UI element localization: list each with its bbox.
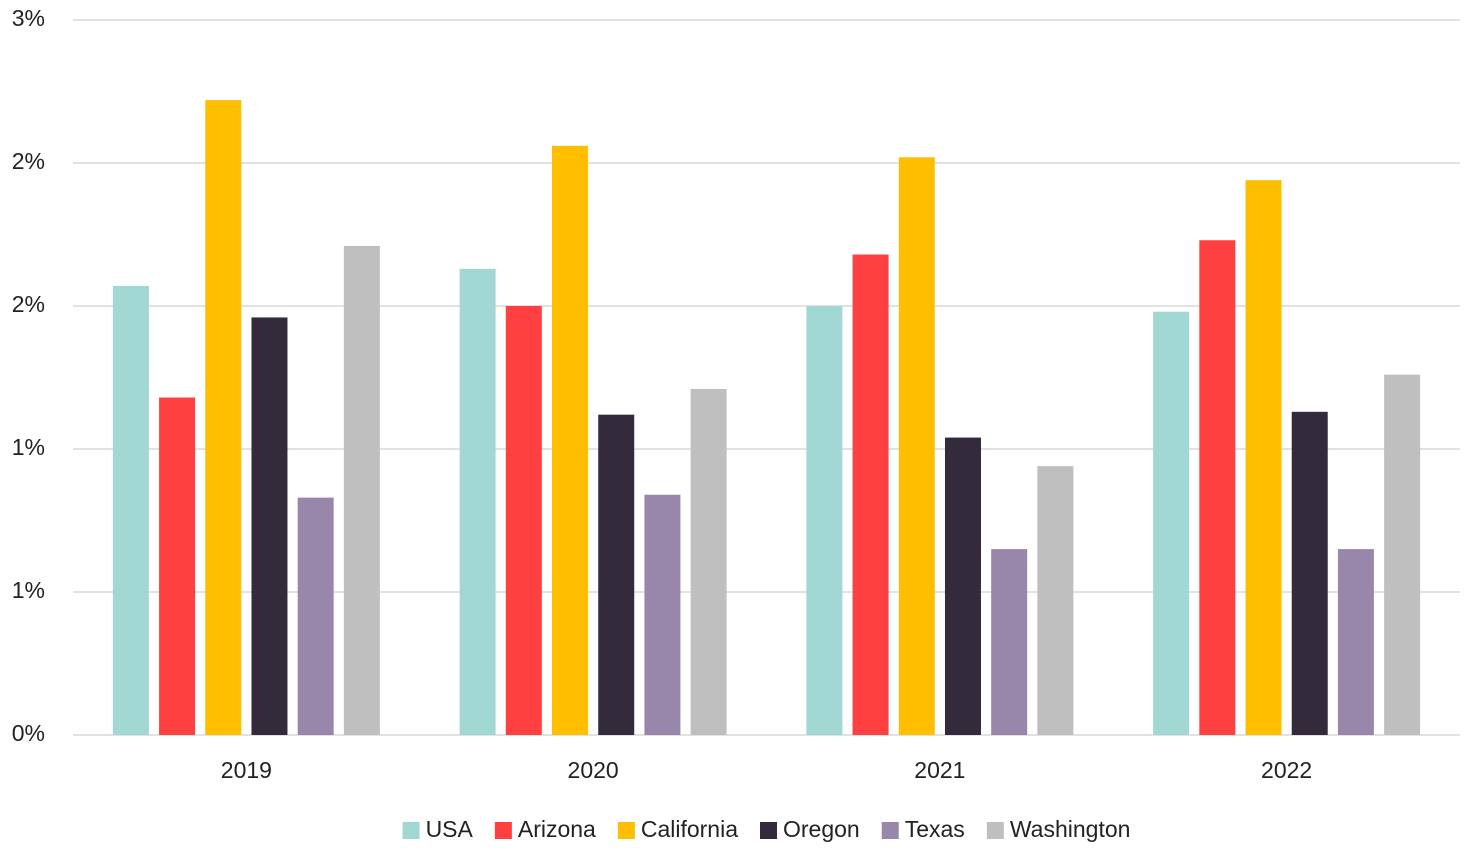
legend-swatch bbox=[617, 822, 635, 839]
y-tick-label: 3% bbox=[12, 5, 45, 31]
y-tick-label: 2% bbox=[12, 291, 45, 317]
bar bbox=[552, 145, 589, 736]
bar bbox=[991, 549, 1028, 735]
legend-label: Washington bbox=[1010, 816, 1131, 842]
bar bbox=[1037, 466, 1074, 735]
bar bbox=[343, 245, 380, 735]
bar bbox=[1245, 180, 1282, 735]
bar bbox=[898, 157, 935, 735]
legend-swatch bbox=[760, 822, 778, 839]
bar bbox=[505, 306, 542, 735]
x-tick-label: 2022 bbox=[1261, 757, 1312, 783]
bar bbox=[459, 268, 496, 735]
bar bbox=[644, 494, 681, 735]
y-tick-label: 1% bbox=[12, 434, 45, 460]
legend-swatch bbox=[494, 822, 512, 839]
bar bbox=[1153, 311, 1190, 735]
bar bbox=[112, 285, 149, 735]
bar bbox=[159, 397, 196, 735]
x-tick-label: 2020 bbox=[568, 757, 619, 783]
legend-label: Oregon bbox=[783, 816, 860, 842]
y-tick-label: 1% bbox=[12, 577, 45, 603]
bar bbox=[1384, 374, 1421, 735]
y-tick-label: 0% bbox=[12, 720, 45, 746]
y-tick-label: 2% bbox=[12, 148, 45, 174]
bar bbox=[1291, 411, 1328, 735]
legend-label: Texas bbox=[905, 816, 965, 842]
x-tick-label: 2019 bbox=[221, 757, 272, 783]
x-tick-label: 2021 bbox=[914, 757, 965, 783]
legend-label: California bbox=[641, 816, 738, 842]
legend-swatch bbox=[881, 822, 899, 839]
legend-label: USA bbox=[426, 816, 474, 842]
legend-label: Arizona bbox=[518, 816, 596, 842]
bar bbox=[251, 317, 288, 735]
bar bbox=[598, 414, 635, 735]
bar bbox=[1199, 240, 1236, 735]
bar bbox=[297, 497, 334, 735]
bar bbox=[690, 388, 727, 735]
bar bbox=[944, 437, 981, 735]
bar bbox=[205, 100, 242, 735]
bar bbox=[852, 254, 889, 735]
legend-swatch bbox=[402, 822, 420, 839]
legend-swatch bbox=[986, 822, 1004, 839]
bar bbox=[1337, 549, 1374, 735]
bar bbox=[806, 306, 843, 735]
